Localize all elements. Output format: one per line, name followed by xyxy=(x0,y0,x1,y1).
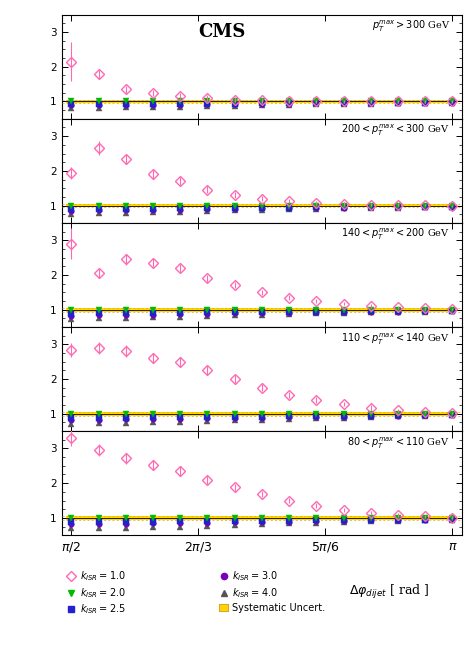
Text: $200 < p_{T}^{max} < 300$ GeV: $200 < p_{T}^{max} < 300$ GeV xyxy=(341,123,450,138)
Text: $\Delta\varphi_{dijet}$ [ rad ]: $\Delta\varphi_{dijet}$ [ rad ] xyxy=(348,583,429,601)
Text: $80 < p_{T}^{max} < 110$ GeV: $80 < p_{T}^{max} < 110$ GeV xyxy=(347,436,450,451)
Text: CMS: CMS xyxy=(198,23,246,41)
Legend: $k_{ISR}=3.0$, $k_{ISR}=4.0$, Systematic Uncert.: $k_{ISR}=3.0$, $k_{ISR}=4.0$, Systematic… xyxy=(219,569,326,613)
Text: $p_{T}^{max} > 300$ GeV: $p_{T}^{max} > 300$ GeV xyxy=(372,19,450,34)
Text: $110 < p_{T}^{max} < 140$ GeV: $110 < p_{T}^{max} < 140$ GeV xyxy=(341,331,450,347)
Text: $140 < p_{T}^{max} < 200$ GeV: $140 < p_{T}^{max} < 200$ GeV xyxy=(341,227,450,242)
